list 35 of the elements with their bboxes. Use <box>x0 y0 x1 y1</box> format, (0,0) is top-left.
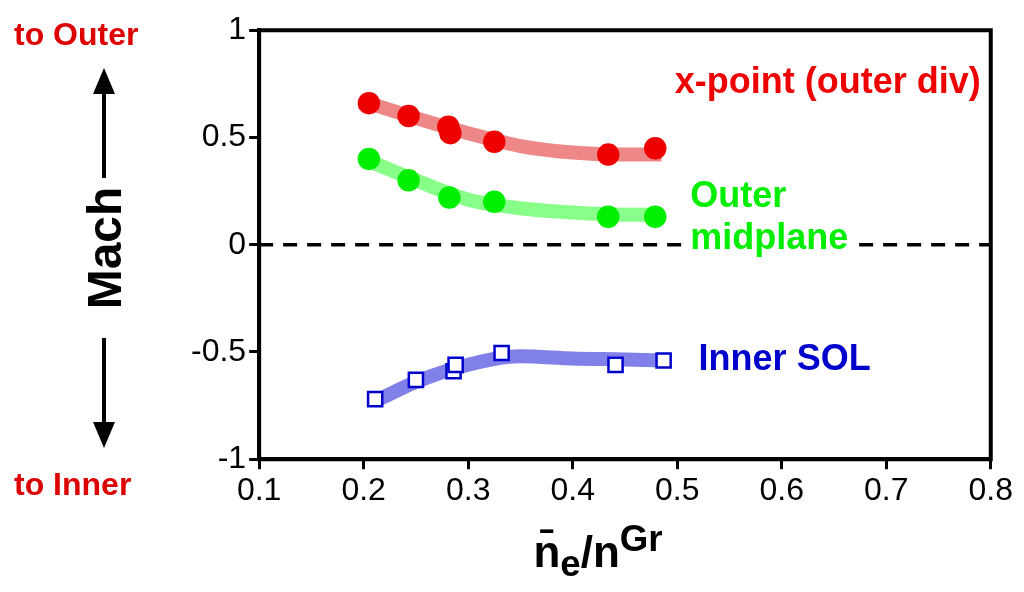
point <box>644 136 667 160</box>
point <box>397 169 420 192</box>
point <box>655 352 672 369</box>
point <box>493 344 510 362</box>
y-tick-label: 0.5 <box>201 117 247 154</box>
point <box>357 91 381 115</box>
y-tick-label: 1 <box>228 10 247 47</box>
point <box>483 190 506 214</box>
point <box>644 205 667 229</box>
series-label: Outer midplane <box>690 173 849 257</box>
point <box>483 130 506 153</box>
y-axis-title: Mach <box>76 186 132 310</box>
x-tick-label: 0.4 <box>550 471 595 508</box>
x-tick-label: 0.3 <box>445 471 491 508</box>
point <box>607 356 624 374</box>
point <box>438 186 461 209</box>
x-tick-label: 0.7 <box>864 471 909 508</box>
x-tick-label: 0.5 <box>654 471 700 508</box>
x-tick-label: 0.6 <box>759 471 804 508</box>
point <box>357 147 381 171</box>
point <box>397 104 420 128</box>
series-label: Inner SOL <box>698 337 871 379</box>
y-tick-label: 0 <box>228 224 247 261</box>
point <box>596 205 620 229</box>
point <box>407 371 425 389</box>
point <box>366 390 384 408</box>
text: to Outer <box>14 16 139 53</box>
point <box>596 143 620 166</box>
x-tick-label: 0.8 <box>968 471 1013 508</box>
text: to Inner <box>14 466 132 503</box>
series-label: x-point (outer div) <box>674 60 981 102</box>
x-axis-title: n̄$_{e}$/n$^{Gr}$ <box>533 518 663 586</box>
x-tick-label: 0.2 <box>341 471 386 508</box>
point <box>447 356 464 374</box>
y-tick-label: -0.5 <box>191 331 247 368</box>
